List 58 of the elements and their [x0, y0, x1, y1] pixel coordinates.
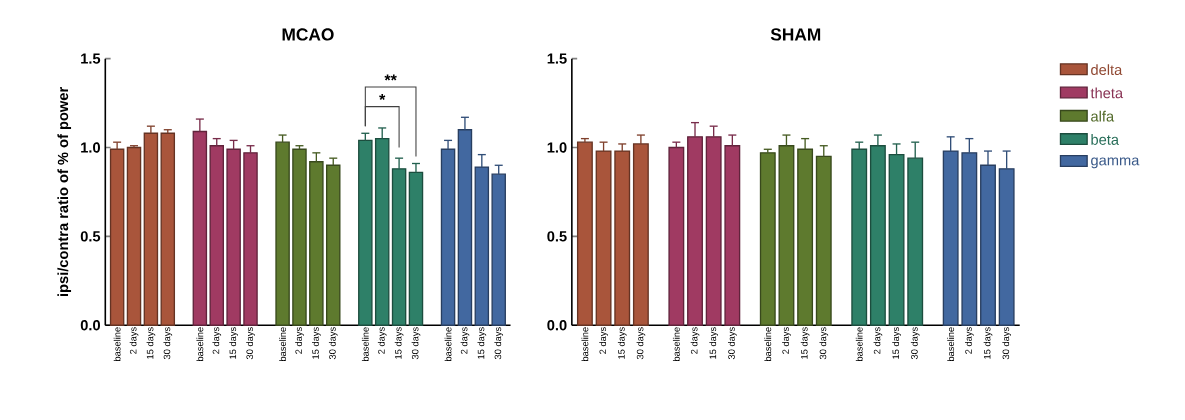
legend-label: alfa: [1091, 110, 1115, 122]
x-tick-label: baseline: [361, 327, 369, 362]
x-tick-label: 2 days: [599, 327, 608, 354]
y-tick-label: 1.5: [81, 53, 101, 64]
x-tick-label: 15 days: [477, 327, 487, 359]
x-tick-label: 15 days: [394, 327, 404, 359]
x-tick-label: 2 days: [782, 327, 791, 354]
x-tick-label: 2 days: [129, 327, 139, 354]
y-tick-label: 0.5: [547, 231, 567, 242]
x-tick-label: baseline: [279, 327, 287, 362]
x-tick-label: baseline: [855, 327, 863, 362]
annotation: *: [379, 94, 386, 101]
x-tick-label: baseline: [444, 327, 452, 362]
legend-label: gamma: [1091, 157, 1140, 169]
x-tick-label: 15 days: [800, 327, 810, 359]
y-tick-label: 0.5: [80, 231, 101, 242]
x-tick-label: 30 days: [246, 327, 255, 360]
x-tick-label: 2 days: [460, 327, 470, 354]
legend-label: beta: [1091, 134, 1120, 145]
x-tick-label: 2 days: [964, 327, 974, 354]
y-tick-label: 1.0: [547, 142, 567, 153]
x-tick-label: 30 days: [727, 327, 737, 360]
x-tick-label: 2 days: [212, 327, 222, 354]
chart-title: SHAM: [770, 28, 821, 41]
x-tick-label: 30 days: [328, 327, 338, 360]
x-tick-label: baseline: [764, 327, 772, 362]
y-axis-title: ipsi/contra ratio of % of power: [57, 87, 72, 297]
y-tick-label: 1.0: [81, 142, 100, 153]
x-tick-label: 15 days: [312, 327, 321, 359]
x-tick-label: 15 days: [617, 327, 627, 359]
legend-label: theta: [1090, 87, 1124, 99]
x-tick-label: 15 days: [983, 327, 993, 359]
x-tick-label: 15 days: [146, 327, 156, 359]
x-tick-label: 30 days: [1002, 327, 1012, 360]
x-tick-label: 2 days: [377, 327, 387, 354]
x-tick-label: 30 days: [636, 327, 646, 360]
x-tick-label: 30 days: [411, 327, 421, 360]
x-tick-label: 2 days: [873, 327, 883, 354]
x-tick-label: 30 days: [163, 327, 173, 360]
y-tick-label: 0.0: [80, 320, 100, 331]
legend-label: delta: [1091, 64, 1123, 76]
y-tick-label: 0.0: [547, 320, 567, 331]
x-tick-label: baseline: [113, 327, 121, 362]
x-tick-label: baseline: [196, 327, 204, 362]
x-tick-label: 15 days: [229, 327, 238, 359]
x-tick-label: 30 days: [910, 327, 920, 360]
x-tick-label: 2 days: [690, 327, 700, 354]
x-tick-label: baseline: [672, 327, 680, 362]
x-tick-label: 15 days: [709, 327, 719, 359]
chart-title: MCAO: [282, 28, 334, 41]
annotation: **: [384, 74, 397, 81]
x-tick-label: 15 days: [892, 327, 901, 359]
x-tick-label: 30 days: [494, 327, 504, 360]
x-tick-label: 2 days: [295, 327, 304, 354]
x-tick-label: 30 days: [819, 327, 829, 360]
x-tick-label: baseline: [581, 327, 589, 362]
y-tick-label: 1.5: [547, 53, 567, 64]
x-tick-label: baseline: [947, 327, 955, 362]
